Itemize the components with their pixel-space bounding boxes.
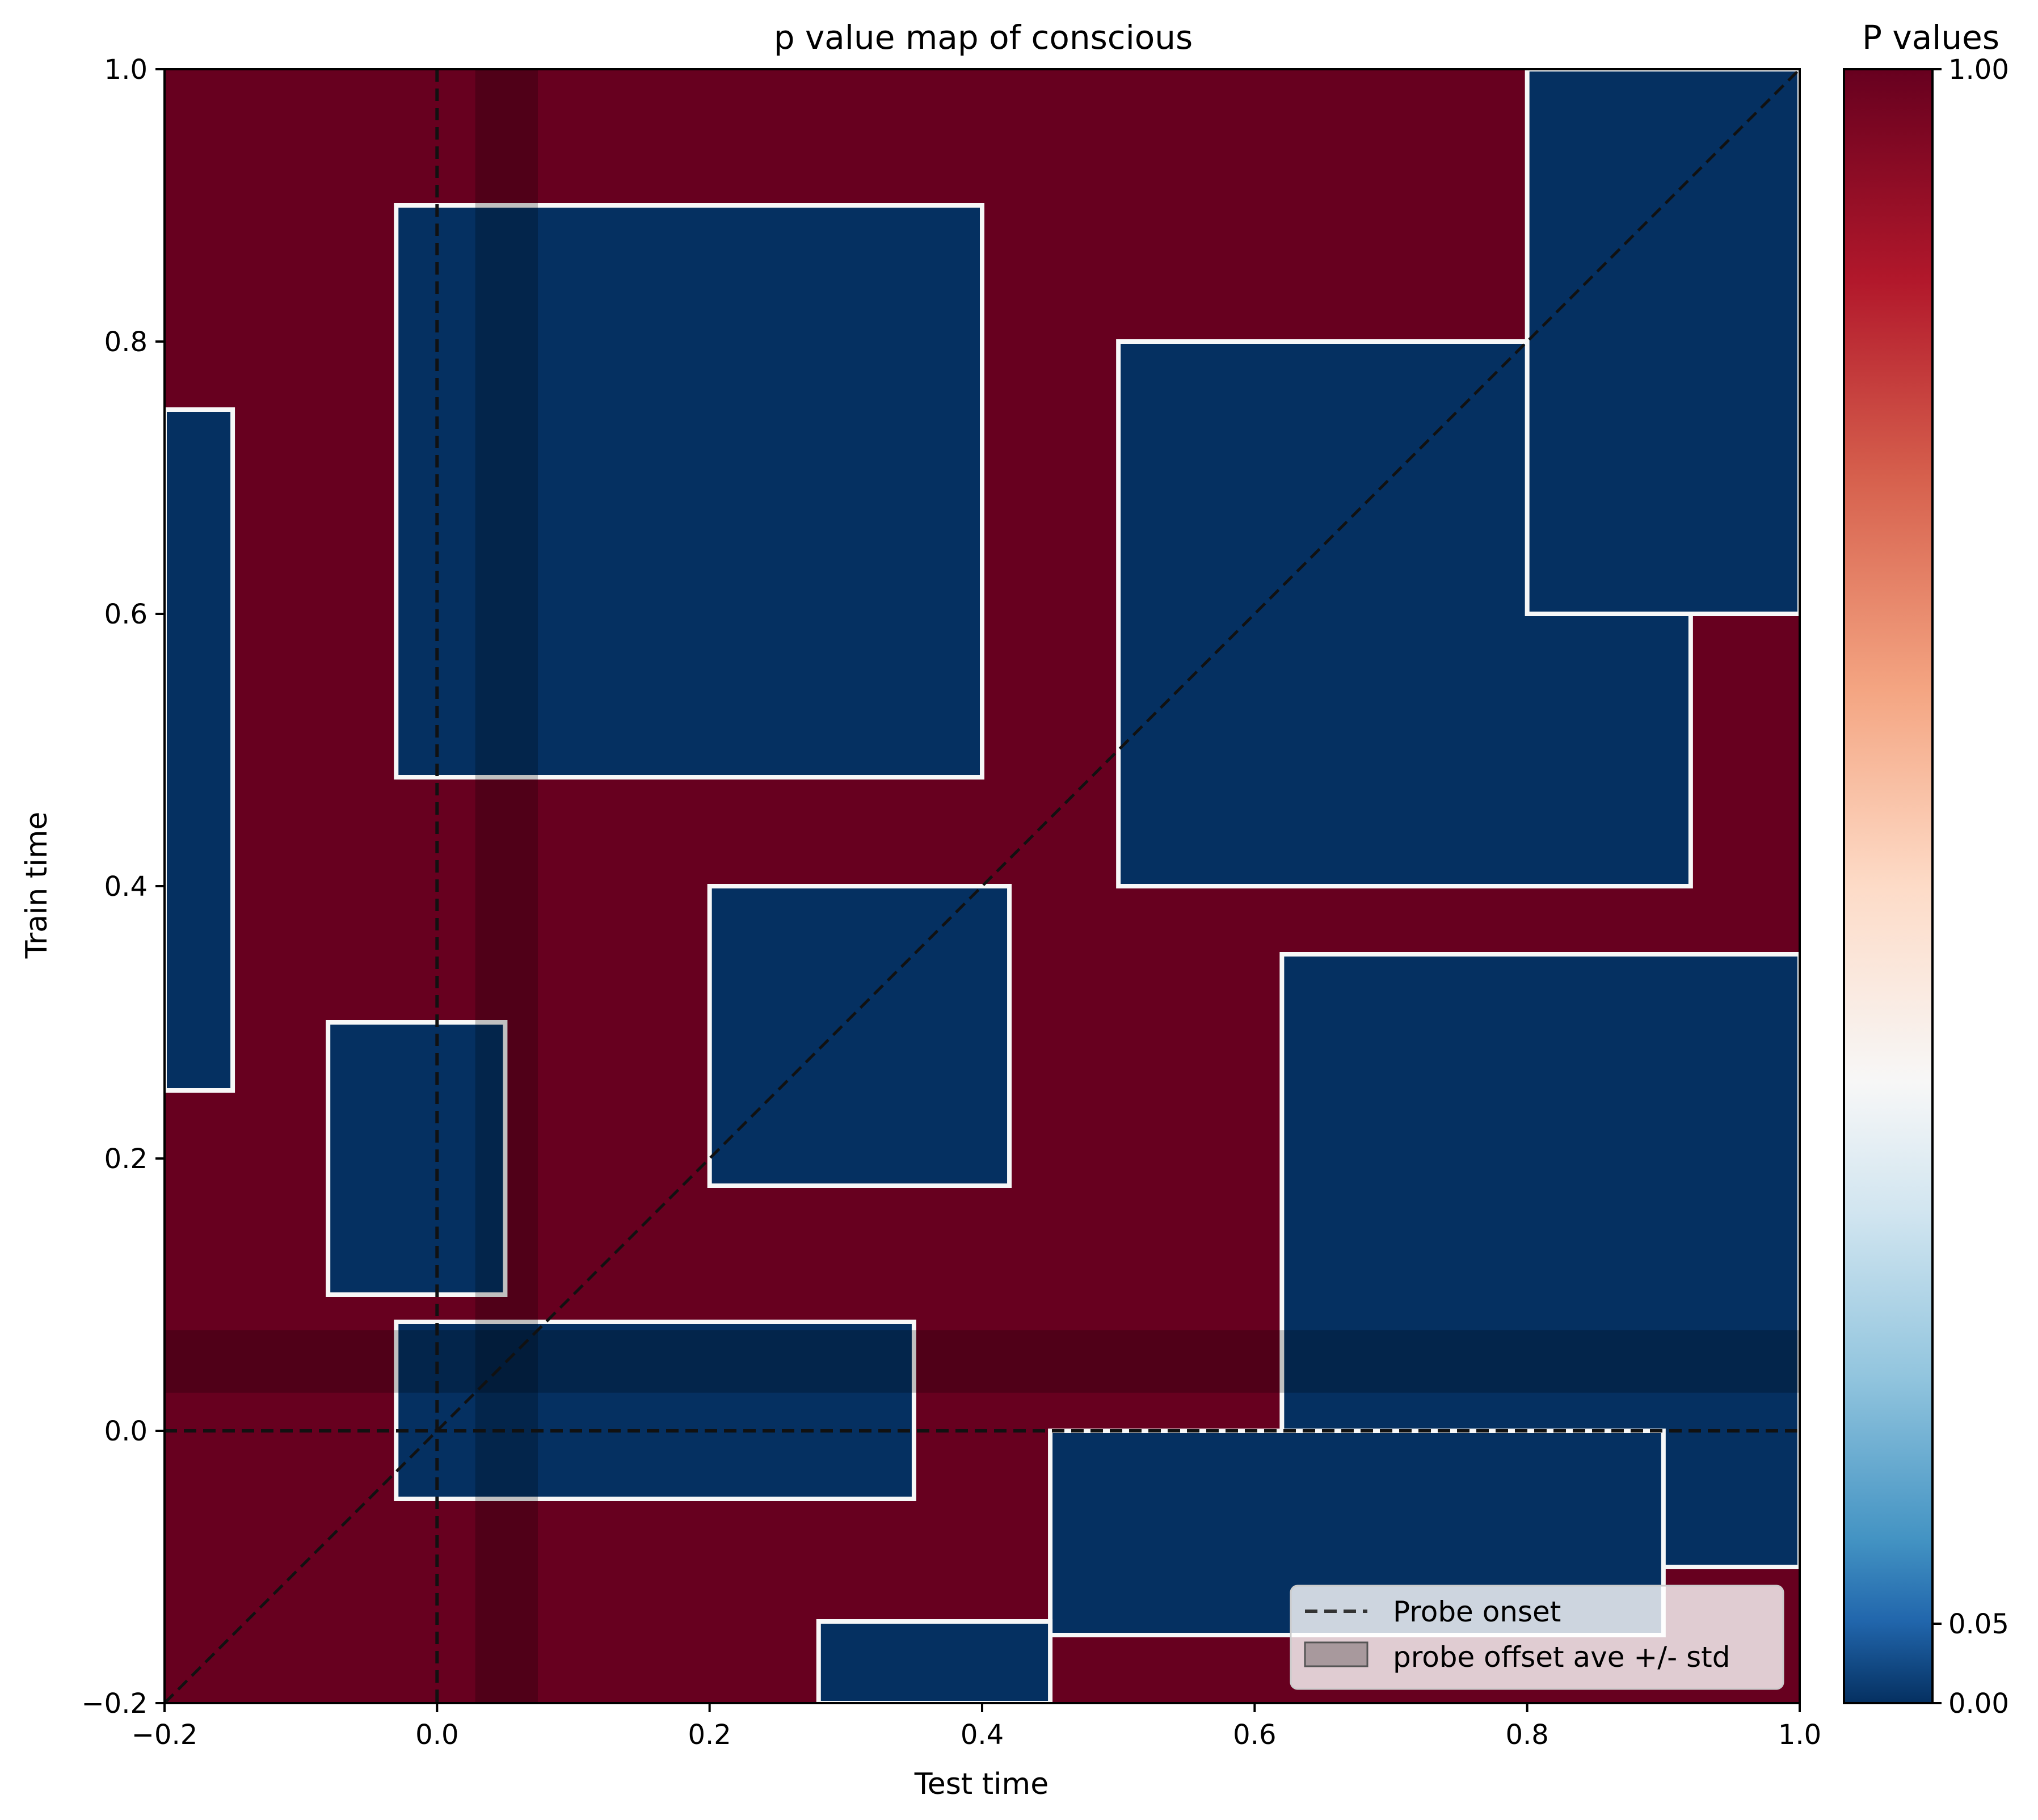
significant-region xyxy=(165,407,235,1093)
probe-offset-band-horizontal xyxy=(165,1330,1800,1393)
chart-title: p value map of conscious xyxy=(774,18,1193,57)
colorbar-ticks: 0.00 0.05 1.00 xyxy=(1932,54,2009,1720)
heatmap-regions xyxy=(165,69,1800,1703)
significant-region xyxy=(816,1619,1053,1703)
legend-probe-offset-swatch xyxy=(1304,1641,1369,1667)
colorbar-tick-label: 0.00 xyxy=(1948,1688,2009,1720)
colorbar: P values 0.00 0.05 1.00 xyxy=(1843,18,2009,1720)
significant-region xyxy=(326,1020,508,1297)
x-tick-label: 0.6 xyxy=(1233,1719,1276,1751)
legend-probe-onset-label: Probe onset xyxy=(1393,1595,1561,1628)
y-tick-label: 1.0 xyxy=(104,54,148,86)
y-axis: −0.2 0.0 0.2 0.4 0.6 0.8 1.0 xyxy=(81,54,165,1720)
y-axis-label: Train time xyxy=(20,812,54,959)
significant-region xyxy=(394,203,984,780)
significant-region xyxy=(1525,69,1800,616)
y-tick-label: 0.6 xyxy=(104,599,148,630)
significant-region xyxy=(394,1320,916,1501)
y-tick-label: −0.2 xyxy=(81,1688,148,1720)
y-tick-label: 0.2 xyxy=(104,1143,148,1175)
legend: Probe onset probe offset ave +/- std xyxy=(1290,1585,1784,1690)
colorbar-gradient xyxy=(1843,68,1934,1704)
significant-region xyxy=(707,884,1012,1188)
x-axis-label: Test time xyxy=(914,1767,1049,1801)
colorbar-tick-label: 0.05 xyxy=(1948,1608,2009,1640)
x-tick-label: 1.0 xyxy=(1778,1719,1821,1751)
x-tick-label: −0.2 xyxy=(132,1719,198,1751)
x-tick-label: 0.0 xyxy=(415,1719,458,1751)
y-tick-label: 0.8 xyxy=(104,326,148,358)
x-tick-label: 0.8 xyxy=(1505,1719,1548,1751)
probe-offset-band-vertical xyxy=(475,69,538,1703)
colorbar-tick-label: 1.00 xyxy=(1948,54,2009,86)
x-axis: −0.2 0.0 0.2 0.4 0.6 0.8 1.0 xyxy=(132,1703,1821,1751)
x-tick-label: 0.2 xyxy=(688,1719,731,1751)
y-tick-label: 0.4 xyxy=(104,871,148,903)
legend-probe-offset-label: probe offset ave +/- std xyxy=(1393,1641,1730,1674)
y-tick-label: 0.0 xyxy=(104,1415,148,1447)
x-tick-label: 0.4 xyxy=(961,1719,1004,1751)
legend-box xyxy=(1290,1585,1784,1690)
colorbar-title: P values xyxy=(1862,18,1999,57)
plot-area xyxy=(165,69,1800,1703)
